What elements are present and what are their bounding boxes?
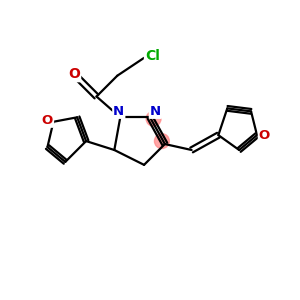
- Text: O: O: [259, 129, 270, 142]
- Text: O: O: [68, 67, 80, 81]
- Text: N: N: [113, 105, 124, 118]
- Circle shape: [154, 134, 169, 148]
- Text: N: N: [150, 105, 161, 118]
- Circle shape: [146, 111, 161, 126]
- Text: Cl: Cl: [145, 50, 160, 63]
- Text: O: O: [42, 114, 53, 127]
